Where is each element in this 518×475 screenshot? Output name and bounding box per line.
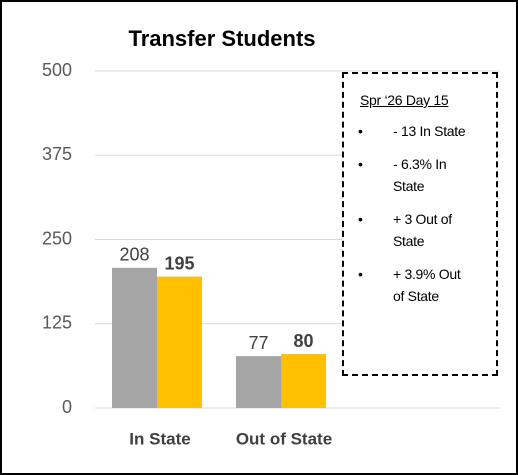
y-tick-label: 500 xyxy=(42,60,72,80)
annotation-text: - 6.3% In State xyxy=(393,156,447,194)
bar xyxy=(112,267,157,408)
value-label: 80 xyxy=(293,331,313,351)
x-tick-label: Out of State xyxy=(236,429,332,448)
annotation-item: • - 6.3% In State xyxy=(358,153,471,197)
bar xyxy=(157,276,202,408)
annotation-box: Spr ‘26 Day 15 • - 13 In State • - 6.3% In … xyxy=(342,72,498,376)
annotation-item: • - 13 In State xyxy=(358,120,471,142)
y-tick-label: 375 xyxy=(42,144,72,164)
chart-title: Transfer Students xyxy=(128,26,315,51)
y-tick-label: 250 xyxy=(42,228,72,248)
value-label: 208 xyxy=(119,245,149,265)
bullet: • xyxy=(358,211,363,227)
value-label: 195 xyxy=(164,253,194,273)
value-label: 77 xyxy=(248,333,268,353)
annotation-text: + 3 Out of State xyxy=(393,211,452,249)
bullet: • xyxy=(358,156,363,172)
x-tick-label: In State xyxy=(129,429,190,448)
bar xyxy=(281,354,326,408)
annotation-text: + 3.9% Out of State xyxy=(393,266,461,304)
y-tick-label: 0 xyxy=(62,397,72,417)
bullet: • xyxy=(358,123,363,139)
bullet: • xyxy=(358,266,363,282)
annotation-text: - 13 In State xyxy=(393,123,466,139)
annotation-list: • - 13 In State • - 6.3% In State • + 3 Out o… xyxy=(358,120,471,318)
y-tick-label: 125 xyxy=(42,313,72,333)
annotation-item: • + 3 Out of State xyxy=(358,208,471,252)
bar xyxy=(236,356,281,408)
annotation-item: • + 3.9% Out of State xyxy=(358,263,471,307)
annotation-title: Spr ‘26 Day 15 xyxy=(360,92,449,108)
